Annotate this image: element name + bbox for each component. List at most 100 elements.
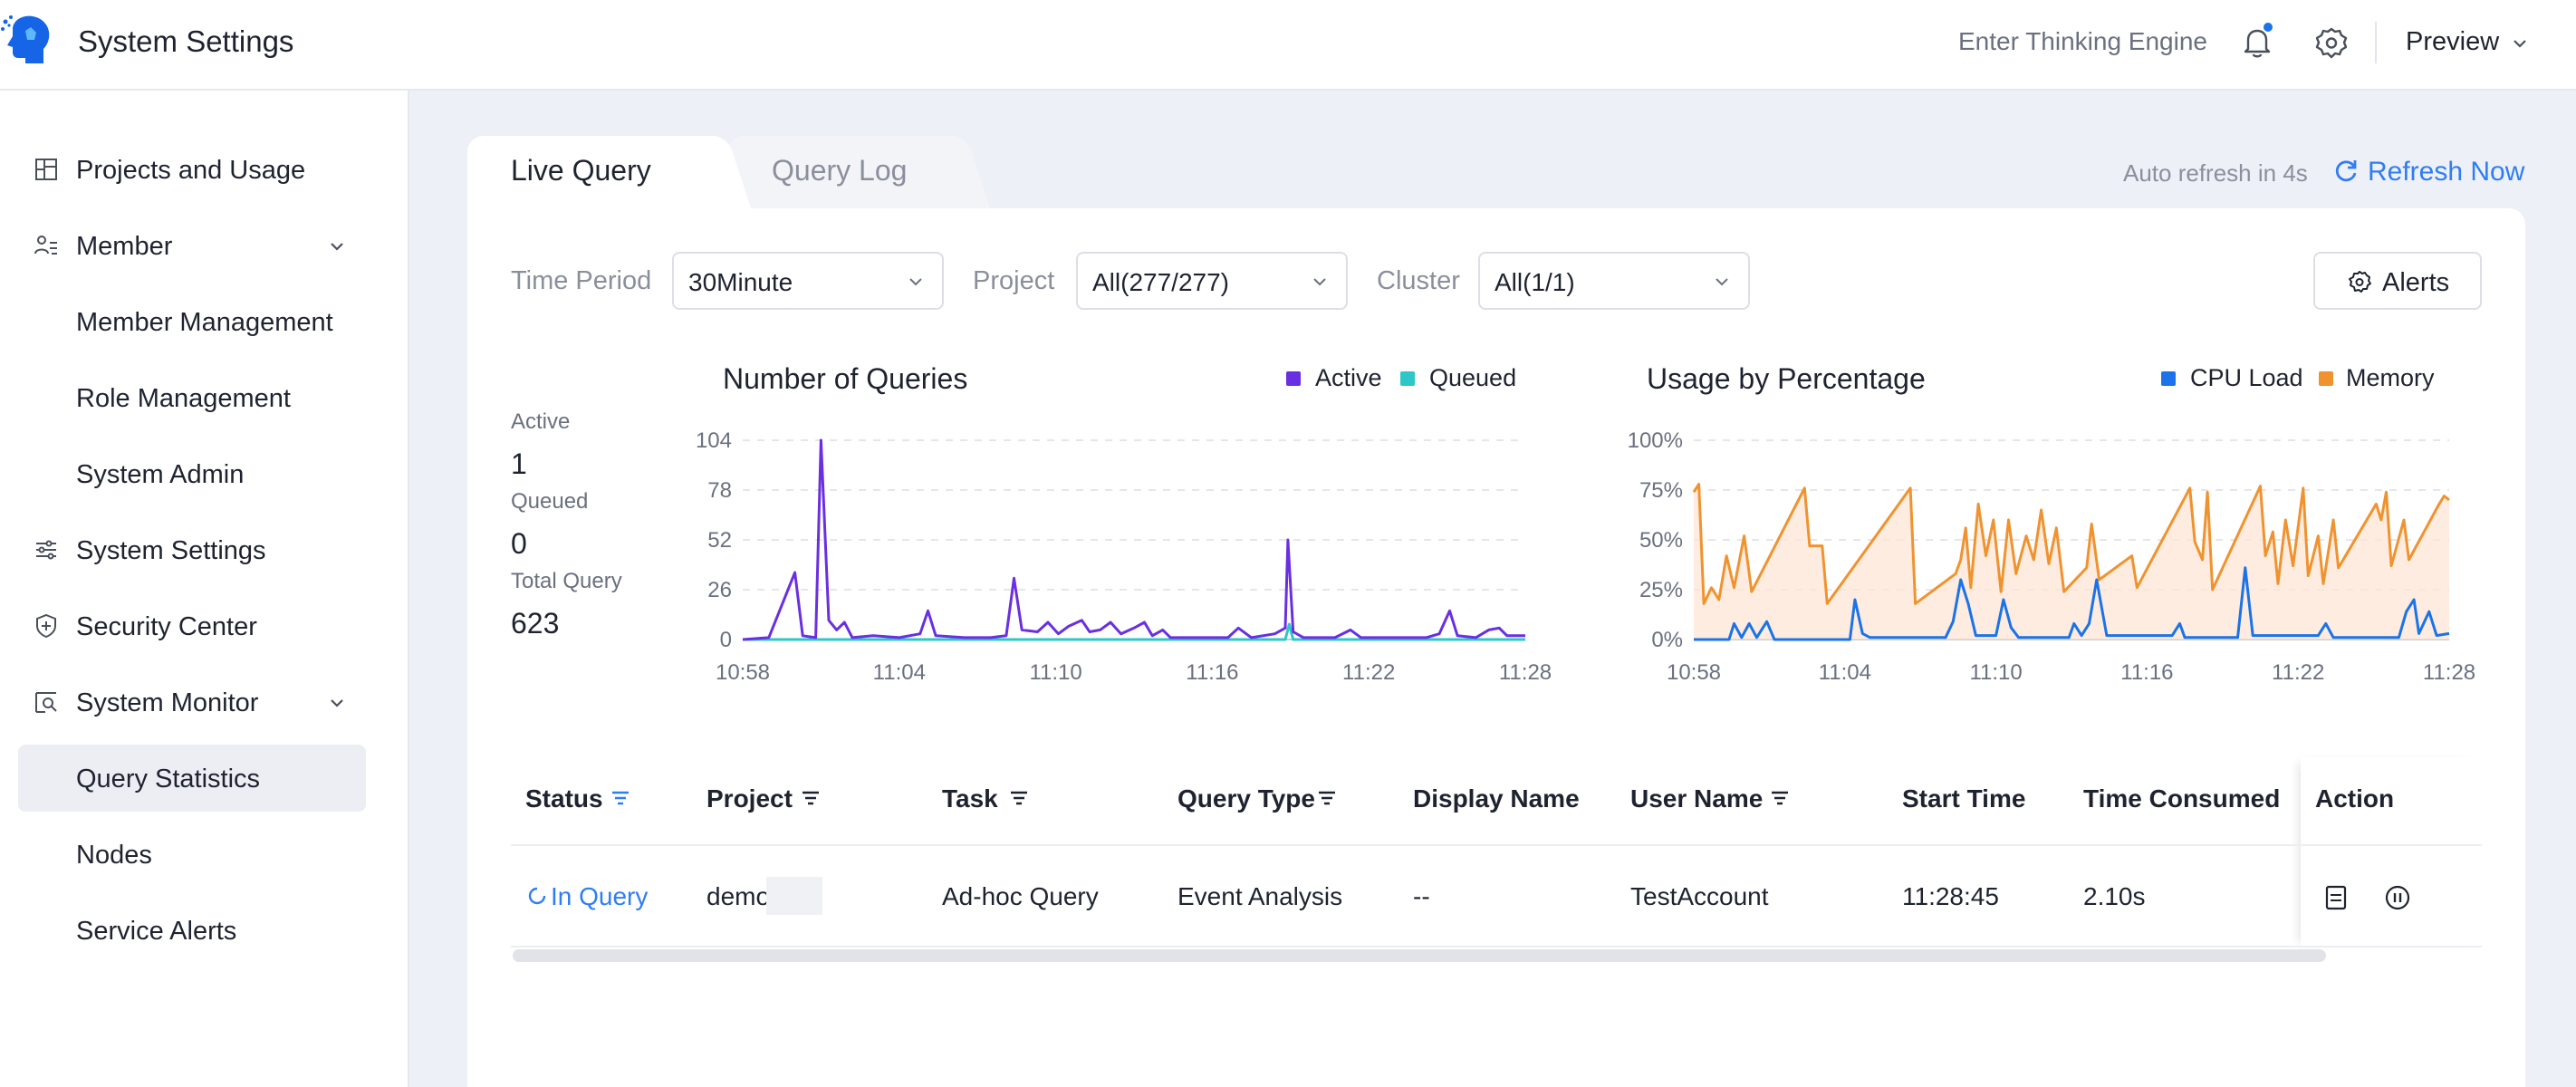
column-header-task[interactable]: Task (942, 784, 998, 813)
x-tick-label: 11:28 (2423, 660, 2475, 685)
sidebar-item-projects-and-usage[interactable]: Projects and Usage (18, 136, 366, 203)
sidebar-item-label: Member (76, 232, 173, 261)
time-period-select[interactable]: 30Minute (672, 252, 944, 310)
sliders-icon (36, 540, 56, 560)
sidebar-item-security-center[interactable]: Security Center (18, 592, 366, 659)
series-line-memory (1692, 482, 2450, 605)
y-tick-label: 26 (707, 578, 732, 602)
notification-dot (2264, 23, 2273, 32)
y-tick-label: 104 (696, 428, 732, 453)
app-title: System Settings (78, 24, 294, 58)
project-select[interactable]: All(277/277) (1076, 252, 1348, 310)
sidebar-item-label: System Admin (76, 460, 245, 489)
column-header-query-type[interactable]: Query Type (1177, 784, 1315, 813)
filter-icon[interactable] (1315, 786, 1339, 810)
gear-icon[interactable] (2312, 24, 2351, 63)
filter-icon[interactable] (1007, 786, 1031, 810)
sidebar: Projects and Usage Member Member Managem… (0, 91, 409, 1087)
refresh-icon[interactable] (2331, 156, 2360, 185)
column-header-action: Action (2315, 784, 2395, 813)
refresh-now-button[interactable]: Refresh Now (2368, 157, 2525, 187)
legend-label-active[interactable]: Active (1315, 364, 1382, 391)
main-card (467, 208, 2525, 1087)
filter-icon[interactable] (609, 786, 632, 810)
sidebar-item-role-management[interactable]: Role Management (18, 364, 366, 431)
sidebar-item-label: Security Center (76, 612, 257, 641)
x-tick-label: 11:28 (1499, 660, 1552, 685)
column-header-display-name: Display Name (1413, 784, 1580, 813)
x-tick-label: 11:10 (1969, 660, 2022, 685)
view-details-icon[interactable] (2321, 882, 2351, 913)
y-tick-label: 25% (1639, 578, 1683, 602)
project-value: All(277/277) (1092, 268, 1229, 296)
legend-swatch-memory (2319, 371, 2333, 386)
chevron-down-icon[interactable] (2509, 33, 2531, 54)
sidebar-item-service-alerts[interactable]: Service Alerts (18, 897, 366, 964)
sidebar-item-label: System Settings (76, 536, 266, 565)
time-period-value: 30Minute (688, 268, 793, 296)
sidebar-item-label: Member Management (76, 308, 333, 337)
users-icon (34, 236, 57, 255)
row-start-time: 11:28:45 (1902, 882, 1999, 910)
sidebar-item-member[interactable]: Member (18, 212, 366, 279)
legend-label-queued[interactable]: Queued (1429, 364, 1517, 391)
y-tick-label: 100% (1628, 428, 1683, 453)
cluster-select[interactable]: All(1/1) (1478, 252, 1750, 310)
enter-thinking-engine-link[interactable]: Enter Thinking Engine (1958, 27, 2207, 55)
column-header-project[interactable]: Project (706, 784, 793, 813)
total-query-stat-value: 623 (511, 607, 560, 640)
row-status-link[interactable]: In Query (551, 882, 649, 910)
filter-icon[interactable] (799, 786, 822, 810)
sidebar-item-label: Projects and Usage (76, 156, 306, 185)
sidebar-item-member-management[interactable]: Member Management (18, 288, 366, 355)
x-tick-label: 11:04 (1819, 660, 1871, 685)
brain-logo-icon[interactable] (0, 13, 58, 71)
table-header-divider (511, 844, 2482, 846)
pause-icon[interactable] (2382, 882, 2413, 913)
y-tick-label: 75% (1639, 478, 1683, 503)
x-tick-label: 11:22 (2272, 660, 2324, 685)
cluster-value: All(1/1) (1495, 268, 1575, 296)
filter-icon[interactable] (1768, 786, 1792, 810)
layout-icon (35, 159, 57, 180)
y-tick-label: 0% (1651, 628, 1683, 652)
chevron-down-icon (1313, 278, 1326, 286)
series-area-memory (1694, 484, 2449, 640)
sidebar-item-query-statistics[interactable]: Query Statistics (18, 745, 366, 812)
row-query-type: Event Analysis (1177, 882, 1343, 910)
project-label: Project (973, 266, 1055, 295)
legend-swatch-cpu (2161, 371, 2176, 386)
total-query-stat-label: Total Query (511, 569, 622, 593)
sidebar-item-nodes[interactable]: Nodes (18, 821, 366, 888)
user-menu-label[interactable]: Preview (2406, 27, 2500, 56)
legend-label-cpu[interactable]: CPU Load (2190, 364, 2303, 391)
series-line-queued (743, 622, 1525, 641)
column-header-status[interactable]: Status (525, 784, 603, 813)
queries-chart: 0 26 52 78 104 10:58 11:04 11:10 11:16 11:22 11:28 (696, 428, 1552, 685)
x-tick-label: 11:10 (1029, 660, 1081, 685)
sidebar-item-system-admin[interactable]: System Admin (18, 440, 366, 507)
column-header-user-name[interactable]: User Name (1630, 784, 1764, 813)
y-tick-label: 52 (707, 528, 732, 553)
y-tick-label: 50% (1639, 528, 1683, 553)
tab-live-query[interactable]: Live Query (467, 136, 712, 208)
sidebar-item-system-settings[interactable]: System Settings (18, 516, 366, 583)
tab-query-log[interactable]: Query Log (728, 136, 956, 208)
sidebar-item-system-monitor[interactable]: System Monitor (18, 669, 366, 736)
alerts-button[interactable]: Alerts (2313, 252, 2482, 310)
row-display-name: -- (1413, 882, 1430, 910)
loading-spinner-icon (528, 887, 546, 905)
chevron-down-icon[interactable] (326, 692, 348, 714)
row-task: Ad-hoc Query (942, 882, 1099, 910)
row-project: demo (706, 882, 771, 910)
sidebar-item-label: Service Alerts (76, 917, 237, 946)
header-divider (2375, 22, 2377, 63)
x-tick-label: 10:58 (1667, 660, 1721, 685)
chevron-down-icon[interactable] (326, 236, 348, 257)
horizontal-scrollbar[interactable] (513, 949, 2326, 962)
chevron-down-icon (909, 278, 922, 286)
legend-swatch-queued (1400, 371, 1415, 386)
bell-icon[interactable] (2237, 22, 2277, 62)
legend-label-memory[interactable]: Memory (2346, 364, 2435, 391)
queued-stat-label: Queued (511, 489, 589, 514)
